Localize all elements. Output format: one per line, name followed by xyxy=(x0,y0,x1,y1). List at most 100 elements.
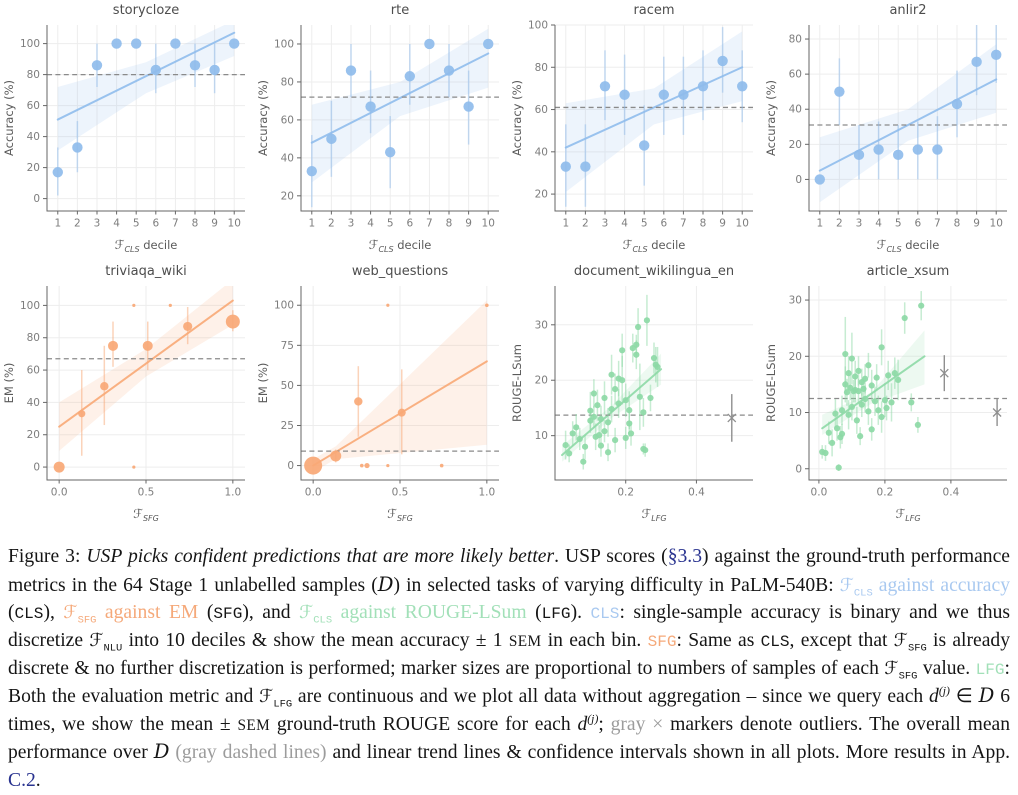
chart-title: storycloze xyxy=(113,3,179,18)
y-tick-label: 0 xyxy=(33,462,40,474)
axes xyxy=(551,286,753,484)
caption-segment: . xyxy=(35,770,41,791)
caption-segment: LFG xyxy=(541,605,571,624)
confidence-band xyxy=(565,31,743,192)
y-axis-label: Accuracy (%) xyxy=(256,80,270,156)
caption-segment: ) in selected tasks of varying difficult… xyxy=(393,574,840,596)
figure-caption: Figure 3: USP picks confident prediction… xyxy=(8,543,1010,795)
y-axis-label: EM (%) xyxy=(256,363,270,404)
chart-web_questions: 0.0 0.5 1.0 0 25 50 75 100 web_questions EM (%) ℱS… xyxy=(256,264,499,523)
y-tick-label: 25 xyxy=(281,420,294,432)
x-tick-label: 8 xyxy=(700,218,707,230)
y-tick-label: 10 xyxy=(789,407,802,419)
x-axis-label: ℱCLS decile xyxy=(115,237,178,254)
caption-segment: SFG xyxy=(213,605,243,624)
x-tick-label: 0.4 xyxy=(688,487,705,499)
x-tick-label: 0.2 xyxy=(617,487,634,499)
appendix-ref-link[interactable]: C.2 xyxy=(8,770,36,791)
x-tick-label: 1 xyxy=(816,218,823,230)
x-tick-label: 3 xyxy=(602,218,609,230)
chart-title: rte xyxy=(391,3,409,18)
x-tick-label: 1.0 xyxy=(224,487,241,499)
axes xyxy=(551,24,753,215)
caption-segment: ℱSFG xyxy=(884,657,918,683)
data-points xyxy=(53,303,240,473)
y-tick-label: 20 xyxy=(535,189,548,201)
x-tick-label: 0.5 xyxy=(392,487,409,499)
y-tick-label: 30 xyxy=(789,295,802,307)
caption-segment: is already discrete & no further discret… xyxy=(8,629,1010,679)
y-tick-label: 100 xyxy=(274,300,294,312)
x-tick-label: 7 xyxy=(680,218,687,230)
x-axis-label: ℱCLS decile xyxy=(369,237,432,254)
x-tick-label: 10 xyxy=(990,218,1003,230)
section-ref-link[interactable]: §3.3 xyxy=(667,546,702,567)
y-tick-label: 60 xyxy=(281,114,294,126)
outlier-markers xyxy=(939,355,1002,427)
y-tick-label: 60 xyxy=(27,365,40,377)
caption-segment: D xyxy=(377,572,394,596)
chart-title: triviaqa_wiki xyxy=(105,264,186,279)
chart-title: article_xsum xyxy=(867,264,950,279)
chart-triviaqa_wiki: 0.0 0.5 1.0 0 20 40 60 80 100 triviaqa_wiki EM (%)… xyxy=(2,264,245,523)
x-tick-label: 2 xyxy=(74,218,81,230)
x-tick-label: 1 xyxy=(54,218,61,230)
caption-segment: : single-sample accuracy is binary and w… xyxy=(8,602,1010,651)
y-tick-label: 40 xyxy=(27,131,40,143)
y-axis-label: Accuracy (%) xyxy=(510,80,524,156)
x-tick-label: 0.5 xyxy=(138,487,155,499)
data-points xyxy=(560,55,748,172)
x-axis-label: ℱLFG xyxy=(641,506,666,523)
chart-title: web_questions xyxy=(352,264,449,279)
caption-segment: D xyxy=(978,684,995,708)
y-axis-label: ROUGE-LSum xyxy=(764,344,778,422)
axes xyxy=(805,286,1007,484)
y-tick-label: 40 xyxy=(789,104,802,116)
chart-title: anlir2 xyxy=(889,3,926,18)
outlier-markers xyxy=(727,394,737,442)
trend-line xyxy=(58,299,234,428)
caption-segment: ( xyxy=(198,602,214,624)
axes xyxy=(297,286,499,484)
caption-segment: ). xyxy=(570,602,591,624)
x-tick-label: 6 xyxy=(406,218,413,230)
x-tick-label: 2 xyxy=(328,218,335,230)
x-axis-label: ℱSFG xyxy=(133,506,159,523)
caption-segment: ; xyxy=(598,713,611,735)
x-tick-label: 6 xyxy=(660,218,667,230)
y-tick-label: 80 xyxy=(281,76,294,88)
chart-cell-storycloze: 1 2 3 4 5 6 7 8 9 10 0 20 40 60 80 100 storycloze Accurac… xyxy=(1,1,255,262)
caption-segment: in each bin. xyxy=(541,629,648,651)
x-tick-label: 0.0 xyxy=(51,487,68,499)
y-tick-label: 75 xyxy=(281,340,294,352)
chart-title: racem xyxy=(633,3,674,18)
caption-segment: ℱSFG xyxy=(63,602,97,627)
x-tick-label: 10 xyxy=(482,218,495,230)
x-tick-label: 4 xyxy=(621,218,628,230)
y-tick-label: 0 xyxy=(795,174,802,186)
y-tick-label: 40 xyxy=(535,146,548,158)
y-tick-label: 50 xyxy=(281,380,294,392)
x-tick-label: 1 xyxy=(562,218,569,230)
caption-segment: against EM xyxy=(96,602,199,624)
x-tick-label: 3 xyxy=(94,218,101,230)
x-tick-label: 6 xyxy=(152,218,159,230)
y-tick-label: 10 xyxy=(535,430,548,442)
y-tick-label: 40 xyxy=(281,152,294,164)
x-tick-label: 2 xyxy=(836,218,843,230)
x-tick-label: 9 xyxy=(465,218,472,230)
x-tick-label: 7 xyxy=(934,218,941,230)
caption-segment: are continuous and we plot all data with… xyxy=(292,686,930,708)
axes xyxy=(297,25,499,215)
y-tick-label: 40 xyxy=(27,397,40,409)
x-axis-label: ℱSFG xyxy=(387,506,413,523)
chart-cell-anlir2: 1 2 3 4 5 6 7 8 9 10 0 20 40 60 80 anlir2 Accuracy (%) ℱC… xyxy=(763,1,1017,262)
y-tick-label: 100 xyxy=(274,38,294,50)
caption-segment: : Both the evaluation metric and xyxy=(8,657,1010,708)
y-tick-label: 30 xyxy=(535,319,548,331)
y-tick-label: 60 xyxy=(789,69,802,81)
x-tick-label: 7 xyxy=(426,218,433,230)
caption-segment: ) against the ground-truth performance m… xyxy=(8,546,1010,596)
caption-segment: against accuracy xyxy=(872,574,1011,596)
